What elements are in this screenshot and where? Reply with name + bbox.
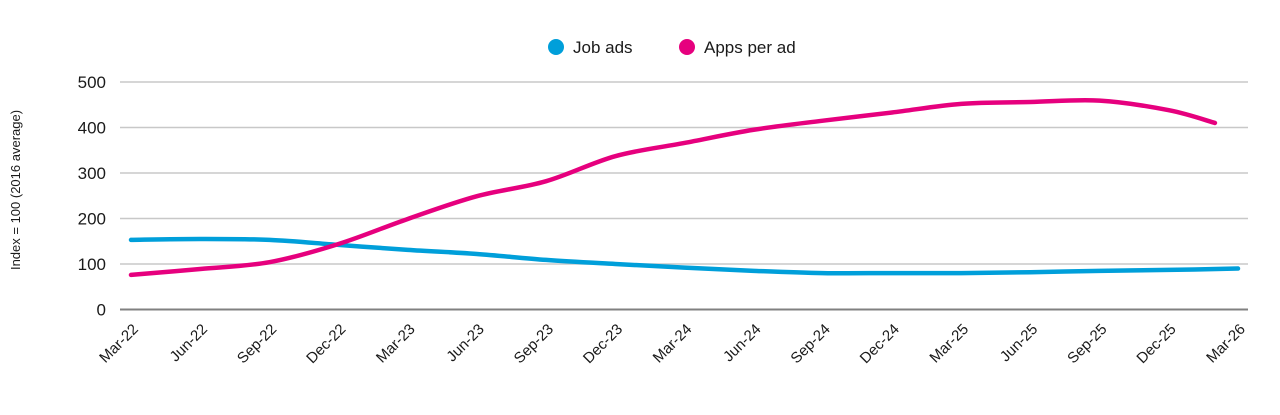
y-tick-label: 400 <box>78 119 106 138</box>
legend-marker-job-ads <box>548 39 564 55</box>
x-tick-label: Dec-24 <box>857 321 903 367</box>
y-tick-label: 300 <box>78 164 106 183</box>
x-tick-label: Sep-24 <box>787 321 833 367</box>
series-lines <box>128 97 1241 278</box>
x-tick-label: Dec-22 <box>303 321 349 367</box>
series-line-job-ads <box>128 236 1241 276</box>
x-tick-label: Mar-25 <box>926 321 972 367</box>
x-tick-label: Mar-24 <box>650 321 696 367</box>
y-axis-label: Index = 100 (2016 average) <box>8 110 23 270</box>
series-line-apps-per-ad <box>128 97 1218 278</box>
x-tick-label: Jun-22 <box>167 321 211 365</box>
x-tick-label: Jun-25 <box>997 321 1041 365</box>
legend-marker-apps-per-ad <box>679 39 695 55</box>
x-tick-label: Dec-25 <box>1133 321 1179 367</box>
y-tick-label: 500 <box>78 73 106 92</box>
y-tick-label: 200 <box>78 210 106 229</box>
x-tick-label: Jun-24 <box>720 321 764 365</box>
x-tick-label: Mar-22 <box>96 321 142 367</box>
x-tick-label: Jun-23 <box>443 321 487 365</box>
x-tick-label: Sep-22 <box>234 321 280 367</box>
gridlines <box>120 81 1248 311</box>
x-tick-label: Dec-23 <box>580 321 626 367</box>
y-axis-ticks: 0 100 200 300 400 500 <box>78 73 106 320</box>
x-tick-label: Sep-23 <box>511 321 557 367</box>
x-tick-label: Mar-23 <box>373 321 419 367</box>
x-axis-ticks: Mar-22 Jun-22 Sep-22 Dec-22 Mar-23 Jun-23 Sep-… <box>96 321 1249 367</box>
x-tick-label: Sep-25 <box>1064 321 1110 367</box>
legend-label-job-ads: Job ads <box>573 38 633 57</box>
y-tick-label: 100 <box>78 255 106 274</box>
x-tick-label: Mar-26 <box>1203 321 1249 367</box>
legend: Job ads Apps per ad <box>548 38 796 57</box>
legend-label-apps-per-ad: Apps per ad <box>704 38 796 57</box>
y-tick-label: 0 <box>97 301 106 320</box>
